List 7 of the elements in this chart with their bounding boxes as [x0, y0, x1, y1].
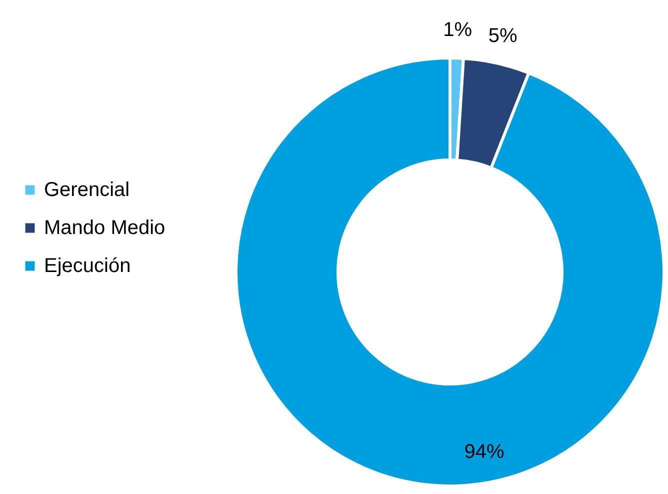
legend-label: Mando Medio: [44, 217, 166, 239]
data-label: 5%: [488, 24, 518, 47]
legend-label: Gerencial: [44, 179, 130, 201]
legend-label: Ejecución: [44, 255, 131, 277]
donut-slice: [234, 56, 666, 488]
data-label: 1%: [443, 19, 472, 42]
data-label: 94%: [464, 440, 505, 463]
